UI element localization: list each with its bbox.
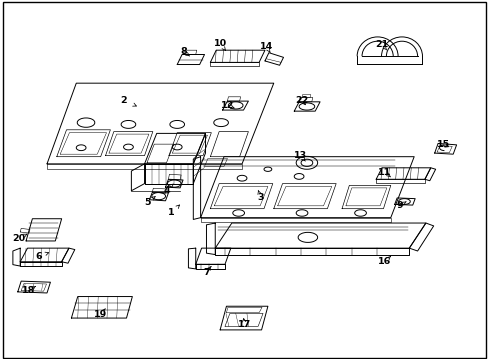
Text: 6: 6	[35, 252, 42, 261]
Text: 12: 12	[221, 101, 234, 110]
Text: 22: 22	[295, 96, 308, 105]
Polygon shape	[18, 281, 50, 293]
Text: 18: 18	[22, 286, 36, 295]
Polygon shape	[264, 53, 283, 65]
Text: 1: 1	[168, 208, 174, 217]
Text: 11: 11	[378, 168, 391, 177]
Text: 4: 4	[163, 185, 169, 194]
Text: 21: 21	[375, 40, 388, 49]
Text: 3: 3	[257, 193, 264, 202]
Text: 19: 19	[94, 310, 107, 319]
Polygon shape	[222, 101, 248, 110]
Text: 5: 5	[144, 198, 151, 207]
Polygon shape	[220, 306, 267, 330]
Polygon shape	[20, 248, 69, 262]
Polygon shape	[210, 50, 264, 62]
Polygon shape	[434, 143, 456, 154]
Text: 16: 16	[378, 257, 391, 266]
Text: 14: 14	[259, 42, 272, 51]
Polygon shape	[215, 223, 425, 248]
Text: 10: 10	[213, 39, 226, 48]
Text: 13: 13	[293, 151, 306, 160]
Polygon shape	[144, 134, 205, 164]
Polygon shape	[165, 179, 183, 188]
Polygon shape	[200, 157, 413, 218]
Polygon shape	[47, 83, 273, 164]
Text: 17: 17	[237, 320, 251, 329]
Polygon shape	[195, 248, 230, 264]
Polygon shape	[375, 168, 430, 179]
Polygon shape	[26, 219, 61, 241]
Polygon shape	[71, 297, 132, 318]
Text: 7: 7	[203, 268, 209, 277]
Polygon shape	[394, 198, 414, 205]
Text: 20: 20	[13, 234, 26, 243]
Text: 9: 9	[395, 201, 402, 210]
Polygon shape	[177, 54, 204, 64]
Text: 8: 8	[180, 47, 186, 56]
Polygon shape	[149, 192, 168, 201]
Text: 15: 15	[436, 140, 449, 149]
Text: 2: 2	[121, 96, 127, 105]
Polygon shape	[294, 102, 320, 111]
